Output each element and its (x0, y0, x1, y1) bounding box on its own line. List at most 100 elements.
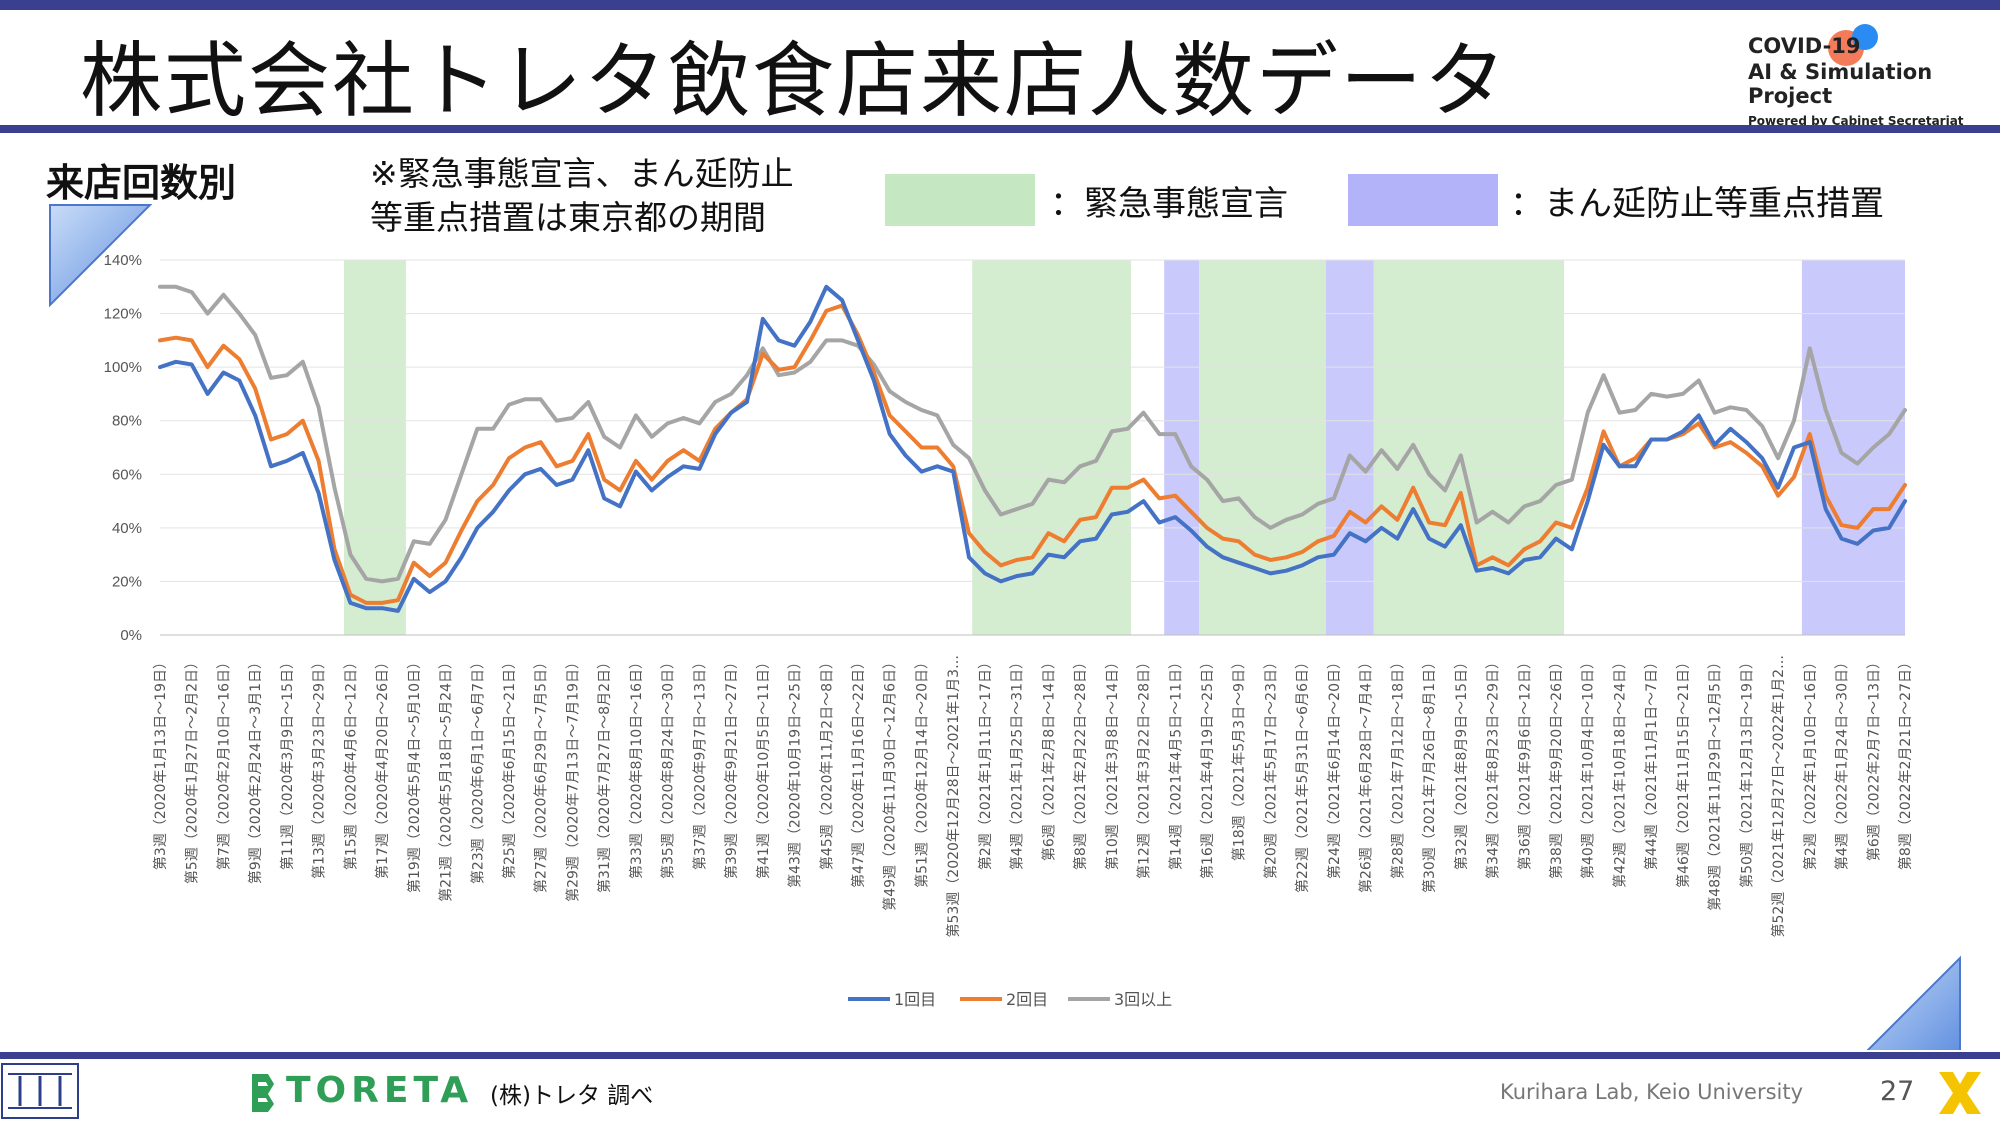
x-tick-label: 第4週（2021年1月25日～31日） (1009, 655, 1026, 870)
top-accent-bar (0, 0, 2000, 10)
series-line-2 (158, 303, 1907, 605)
footer-divider (0, 1052, 2000, 1059)
badge-line3: Powered by Cabinet Secretariat (1748, 114, 1964, 128)
x-tick-label: 第36週（2021年9月6日～12日） (1516, 655, 1533, 870)
y-tick-label: 60% (112, 466, 142, 483)
x-tick-label: 第40週（2021年10月4日～10日） (1580, 655, 1597, 879)
toreta-logo: TORETA (286, 1070, 474, 1111)
shaded-period-4 (1325, 260, 1374, 635)
y-tick-label: 100% (104, 359, 142, 376)
x-tick-label: 第6週（2022年2月7日～13日） (1865, 655, 1882, 861)
x-tick-label: 第53週（2020年12月28日～2021年1月3… (945, 655, 962, 938)
x-tick-label: 第2週（2021年1月11日～17日） (977, 655, 994, 870)
x-tick-label: 第41週（2020年10月5日～11日） (755, 655, 772, 879)
line-chart: 0% 20% 40% 60% 80% 100% 120% 140% 第3週（2020年1月13… (49, 204, 1961, 1050)
x-tick-label: 第9週（2020年2月24日～3月1日） (247, 655, 264, 884)
x-tick-label: 第27週（2020年6月29日～7月5日） (533, 655, 550, 893)
x-tick-label: 第13週（2020年3月23日～29日） (311, 655, 328, 879)
x-tick-label: 第23週（2020年6月1日～6月7日） (469, 655, 486, 884)
x-tick-label: 第37週（2020年9月7日～13日） (691, 655, 708, 870)
legend-label-2: 2回目 (1006, 990, 1048, 1009)
x-tick-label: 第2週（2022年1月10日～16日） (1802, 655, 1819, 870)
corner-decoration-top-left (49, 204, 153, 308)
x-tick-label: 第16週（2021年4月19日～25日） (1199, 655, 1216, 879)
x-tick-label: 第29週（2020年7月13日～7月19日） (565, 655, 582, 902)
x-tick-label: 第19週（2020年5月4日～5月10日） (406, 655, 423, 893)
shaded-period-0 (344, 260, 406, 635)
x-tick-label: 第10週（2021年3月8日～14日） (1104, 655, 1121, 870)
shaded-period-5 (1373, 260, 1564, 635)
badge-line2: AI & Simulation Project (1748, 60, 1933, 108)
x-tick-label: 第30週（2021年7月26日～8月1日） (1421, 655, 1438, 893)
x-tick-label: 第45週（2020年11月2日～8日） (818, 655, 835, 870)
title-divider (0, 125, 2000, 133)
y-tick-label: 80% (112, 413, 142, 430)
x-tick-label: 第4週（2022年1月24日～30日） (1834, 655, 1851, 870)
shaded-period-6 (1801, 260, 1905, 635)
x-tick-label: 第50週（2021年12月13日～19日） (1738, 655, 1755, 888)
x-tick-label: 第11週（2020年3月9日～15日） (279, 655, 296, 870)
legend-label-3: 3回以上 (1114, 990, 1172, 1009)
x-tick-label: 第22週（2021年5月31日～6月6日） (1294, 655, 1311, 893)
x-tick-label: 第7週（2020年2月10日～16日） (216, 655, 233, 870)
legend-swatch-emergency (885, 174, 1035, 226)
cross-logo-icon (1939, 1072, 1981, 1114)
source-note: (株)トレタ 調べ (490, 1083, 654, 1109)
x-tick-label: 第14週（2021年4月5日～11日） (1167, 655, 1184, 870)
section-label: 来店回数別 (46, 161, 237, 205)
x-tick-label: 第25週（2020年6月15日～21日） (501, 655, 518, 879)
project-badge: COVID-19 AI & Simulation Project Powered… (1748, 34, 2000, 128)
x-tick-label: 第52週（2021年12月27日～2022年1月2… (1770, 655, 1787, 938)
corner-decoration-bottom-right (1866, 955, 1961, 1050)
shaded-period-3 (1199, 260, 1326, 635)
y-tick-label: 0% (120, 627, 142, 644)
x-tick-label: 第35週（2020年8月24日～30日） (660, 655, 677, 879)
x-tick-label: 第8週（2022年2月21日～27日） (1897, 655, 1914, 870)
x-tick-label: 第26週（2021年6月28日～7月4日） (1358, 655, 1375, 893)
x-tick-label: 第21週（2020年5月18日～5月24日） (438, 655, 455, 902)
toreta-leaf-icon (252, 1074, 274, 1112)
y-tick-label: 120% (104, 306, 142, 323)
legend-swatch-manbo (1348, 174, 1498, 226)
x-tick-label: 第51週（2020年12月14日～20日） (914, 655, 931, 888)
y-tick-label: 20% (112, 573, 142, 590)
legend-label-manbo: ：まん延防止等重点措置 (1510, 184, 1884, 224)
x-tick-label: 第47週（2020年11月16日～22日） (850, 655, 867, 888)
series-line-1 (158, 284, 1907, 613)
x-tick-label: 第43週（2020年10月19日～25日） (787, 655, 804, 888)
period-note: ※緊急事態宣言、まん延防止 等重点措置は東京都の期間 (370, 154, 794, 237)
x-tick-label: 第38週（2021年9月20日～26日） (1548, 655, 1565, 879)
x-tick-label: 第42週（2021年10月18日～24日） (1612, 655, 1629, 888)
x-tick-label: 第34週（2021年8月23日～29日） (1485, 655, 1502, 879)
x-tick-label: 第15週（2020年4月6日～12日） (342, 655, 359, 870)
y-tick-label: 40% (112, 520, 142, 537)
page-title: 株式会社トレタ飲食店来店人数データ (80, 34, 1509, 129)
page-number: 27 (1880, 1076, 1915, 1107)
x-tick-label: 第20週（2021年5月17日～23日） (1263, 655, 1280, 879)
logo-blue-dot (1852, 24, 1878, 50)
x-tick-label: 第18週（2021年5月3日～9日） (1231, 655, 1248, 861)
x-tick-label: 第8週（2021年2月22日～28日） (1072, 655, 1089, 870)
x-tick-label: 第28週（2021年7月12日～18日） (1389, 655, 1406, 879)
x-tick-label: 第49週（2020年11月30日～12月6日） (882, 655, 899, 911)
x-tick-label: 第46週（2021年11月15日～21日） (1675, 655, 1692, 888)
x-tick-label: 第33週（2020年8月10日～16日） (628, 655, 645, 879)
x-tick-label: 第5週（2020年1月27日～2月2日） (184, 655, 201, 884)
badge-line1: COVID-19 (1748, 34, 1861, 58)
x-tick-label: 第12週（2021年3月22日～28日） (1136, 655, 1153, 879)
x-tick-label: 第17週（2020年4月20日～26日） (374, 655, 391, 879)
x-tick-label: 第48週（2021年11月29日～12月5日） (1707, 655, 1724, 911)
lab-name: Kurihara Lab, Keio University (1500, 1080, 1804, 1104)
x-tick-label: 第31週（2020年7月27日～8月2日） (596, 655, 613, 893)
legend-label-1: 1回目 (894, 990, 936, 1009)
x-tick-label: 第6週（2021年2月8日～14日） (1040, 655, 1057, 861)
series-line-3 (158, 284, 1907, 584)
x-tick-label: 第39週（2020年9月21日～27日） (723, 655, 740, 879)
x-tick-label: 第44週（2021年11月1日～7日） (1643, 655, 1660, 870)
y-tick-label: 140% (104, 252, 142, 269)
university-emblem-icon (1, 1063, 79, 1119)
x-tick-label: 第32週（2021年8月9日～15日） (1453, 655, 1470, 870)
x-tick-label: 第3週（2020年1月13日～19日） (152, 655, 169, 870)
legend-label-emergency: ：緊急事態宣言 (1050, 184, 1288, 224)
x-tick-label: 第24週（2021年6月14日～20日） (1326, 655, 1343, 879)
